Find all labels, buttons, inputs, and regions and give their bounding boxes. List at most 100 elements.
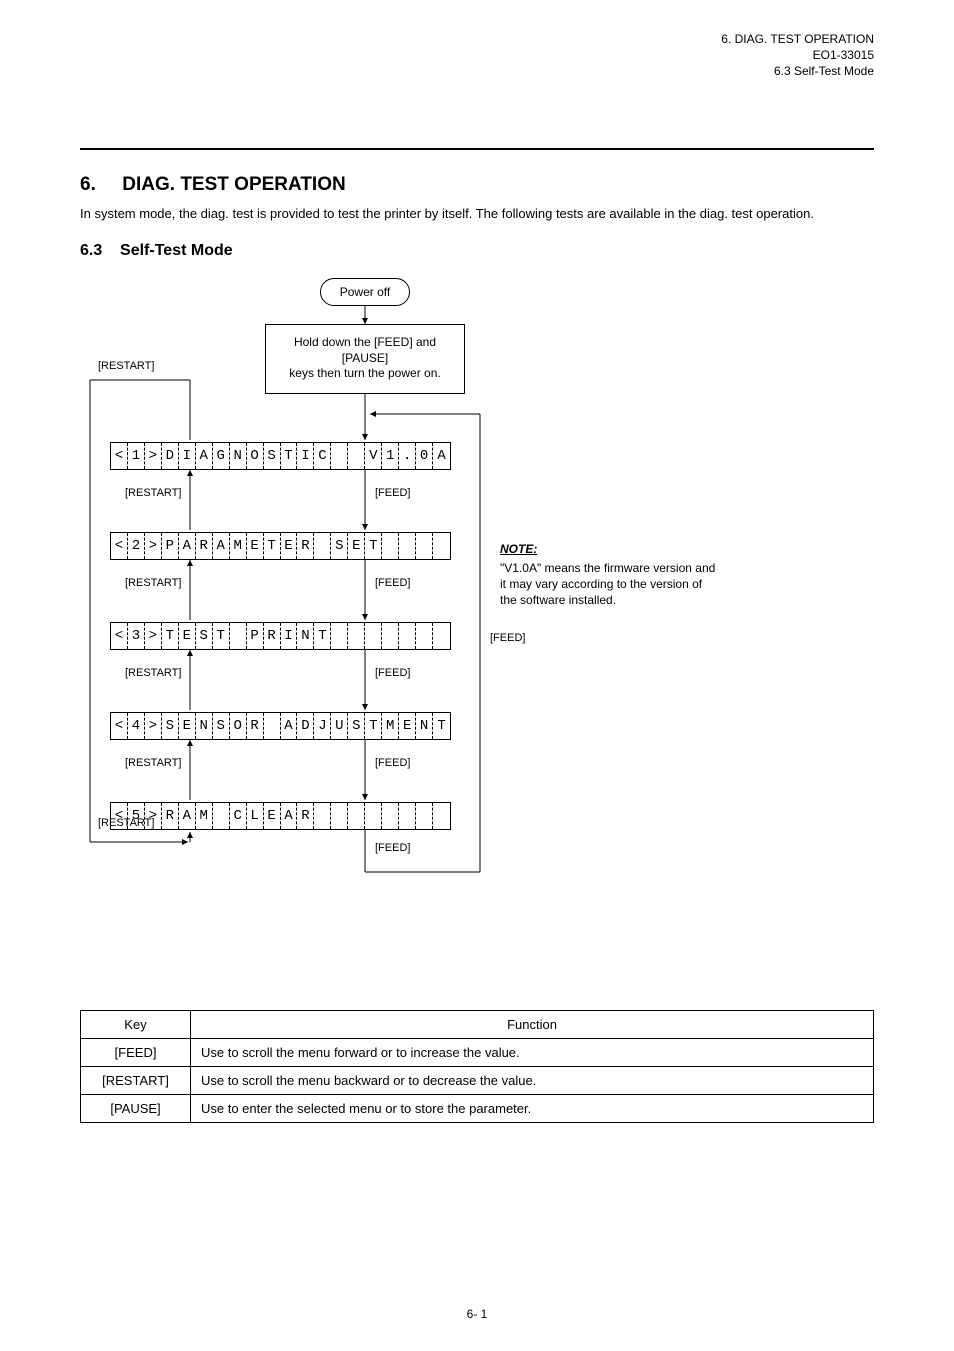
lcd-cell bbox=[382, 623, 399, 649]
table-cell-func: Use to scroll the menu backward or to de… bbox=[191, 1066, 874, 1094]
lcd-cell: R bbox=[162, 803, 179, 829]
lcd-cell: A bbox=[179, 533, 196, 559]
lcd-cell: O bbox=[247, 443, 264, 469]
lcd-cell bbox=[331, 623, 348, 649]
lcd-cell: E bbox=[281, 533, 298, 559]
lcd-cell bbox=[348, 803, 365, 829]
lcd-cell bbox=[416, 623, 433, 649]
table-col-key: Key bbox=[81, 1010, 191, 1038]
lcd-cell: L bbox=[247, 803, 264, 829]
table-cell-func: Use to scroll the menu forward or to inc… bbox=[191, 1038, 874, 1066]
lcd-cell: A bbox=[179, 803, 196, 829]
lcd-cell: S bbox=[348, 713, 365, 739]
lcd-cell: M bbox=[230, 533, 247, 559]
lcd-cell bbox=[365, 623, 382, 649]
lcd-cell: T bbox=[365, 713, 382, 739]
table-row: [FEED] Use to scroll the menu forward or… bbox=[81, 1038, 874, 1066]
lcd-cell: T bbox=[314, 623, 331, 649]
lcd-cell: T bbox=[264, 533, 281, 559]
lcd-cell bbox=[230, 623, 247, 649]
lcd-cell: A bbox=[281, 713, 298, 739]
header-line1: 6. DIAG. TEST OPERATION bbox=[80, 32, 874, 46]
lcd-row-2: <2>PARAMETER SET bbox=[110, 532, 451, 560]
table-cell-key: [PAUSE] bbox=[81, 1094, 191, 1122]
flow-note-title: NOTE: bbox=[500, 542, 537, 556]
lcd-cell bbox=[399, 533, 416, 559]
lcd-cell bbox=[213, 803, 230, 829]
lcd-cell: I bbox=[297, 443, 314, 469]
table-cell-func: Use to enter the selected menu or to sto… bbox=[191, 1094, 874, 1122]
lcd-row-3: <3>TEST PRINT bbox=[110, 622, 451, 650]
lcd-cell: O bbox=[230, 713, 247, 739]
lcd-cell bbox=[314, 533, 331, 559]
lcd-cell: > bbox=[145, 443, 162, 469]
lcd-cell: A bbox=[433, 443, 450, 469]
key-restart-2: [RESTART] bbox=[125, 577, 181, 589]
lcd-cell bbox=[399, 803, 416, 829]
lcd-cell: 0 bbox=[416, 443, 433, 469]
lcd-cell: E bbox=[399, 713, 416, 739]
key-feed-2: [FEED] bbox=[375, 577, 410, 589]
lcd-cell: N bbox=[230, 443, 247, 469]
lcd-row-4: <4>SENSOR ADJUSTMENT bbox=[110, 712, 451, 740]
key-feed-loop: [FEED] bbox=[490, 632, 525, 644]
lcd-row-1: <1>DIAGNOSTIC V1.0A bbox=[110, 442, 451, 470]
lcd-cell: T bbox=[281, 443, 298, 469]
section-number: 6. bbox=[80, 174, 96, 195]
lcd-cell bbox=[348, 623, 365, 649]
lcd-cell bbox=[433, 803, 450, 829]
lcd-cell bbox=[433, 623, 450, 649]
page-number: 6- 1 bbox=[0, 1307, 954, 1321]
lcd-cell bbox=[382, 803, 399, 829]
lcd-cell: P bbox=[162, 533, 179, 559]
header-section: 6.3 Self-Test Mode bbox=[774, 64, 874, 78]
subtitle-number: 6.3 bbox=[80, 242, 102, 259]
lcd-cell: < bbox=[111, 443, 128, 469]
lcd-cell: R bbox=[196, 533, 213, 559]
lcd-cell: I bbox=[179, 443, 196, 469]
section-paragraph: In system mode, the diag. test is provid… bbox=[80, 204, 874, 224]
key-feed-4: [FEED] bbox=[375, 757, 410, 769]
lcd-cell bbox=[314, 803, 331, 829]
key-feed-3: [FEED] bbox=[375, 667, 410, 679]
key-restart-4: [RESTART] bbox=[125, 757, 181, 769]
section-title: DIAG. TEST OPERATION bbox=[122, 174, 345, 195]
lcd-cell: E bbox=[179, 713, 196, 739]
key-feed-5: [FEED] bbox=[375, 842, 410, 854]
table-row: [RESTART] Use to scroll the menu backwar… bbox=[81, 1066, 874, 1094]
lcd-cell: T bbox=[162, 623, 179, 649]
subtitle-text: Self-Test Mode bbox=[120, 242, 233, 259]
lcd-cell: 3 bbox=[128, 623, 145, 649]
lcd-cell bbox=[348, 443, 365, 469]
lcd-cell: R bbox=[264, 623, 281, 649]
lcd-cell: M bbox=[196, 803, 213, 829]
lcd-cell: E bbox=[348, 533, 365, 559]
lcd-cell: N bbox=[416, 713, 433, 739]
lcd-cell: T bbox=[213, 623, 230, 649]
flow-note-body: "V1.0A" means the firmware version and i… bbox=[500, 560, 720, 609]
lcd-cell: J bbox=[314, 713, 331, 739]
lcd-cell: C bbox=[230, 803, 247, 829]
lcd-cell: S bbox=[264, 443, 281, 469]
lcd-cell bbox=[382, 533, 399, 559]
lcd-cell bbox=[331, 443, 348, 469]
lcd-cell: G bbox=[213, 443, 230, 469]
key-feed-1: [FEED] bbox=[375, 487, 410, 499]
lcd-cell: A bbox=[196, 443, 213, 469]
lcd-cell: S bbox=[196, 623, 213, 649]
lcd-cell: C bbox=[314, 443, 331, 469]
flowchart: Power off Hold down the [FEED] and [PAUS… bbox=[80, 272, 700, 992]
lcd-cell: P bbox=[247, 623, 264, 649]
lcd-cell: 4 bbox=[128, 713, 145, 739]
lcd-cell: N bbox=[297, 623, 314, 649]
lcd-row-5: <5>RAM CLEAR bbox=[110, 802, 451, 830]
lcd-cell bbox=[365, 803, 382, 829]
lcd-cell: 1 bbox=[382, 443, 399, 469]
flow-terminator-poweroff: Power off bbox=[320, 278, 410, 306]
flow-process-text: Hold down the [FEED] and [PAUSE]keys the… bbox=[270, 335, 460, 382]
lcd-cell: E bbox=[264, 803, 281, 829]
lcd-cell: > bbox=[145, 623, 162, 649]
lcd-cell: D bbox=[297, 713, 314, 739]
lcd-cell bbox=[399, 623, 416, 649]
table-cell-key: [FEED] bbox=[81, 1038, 191, 1066]
